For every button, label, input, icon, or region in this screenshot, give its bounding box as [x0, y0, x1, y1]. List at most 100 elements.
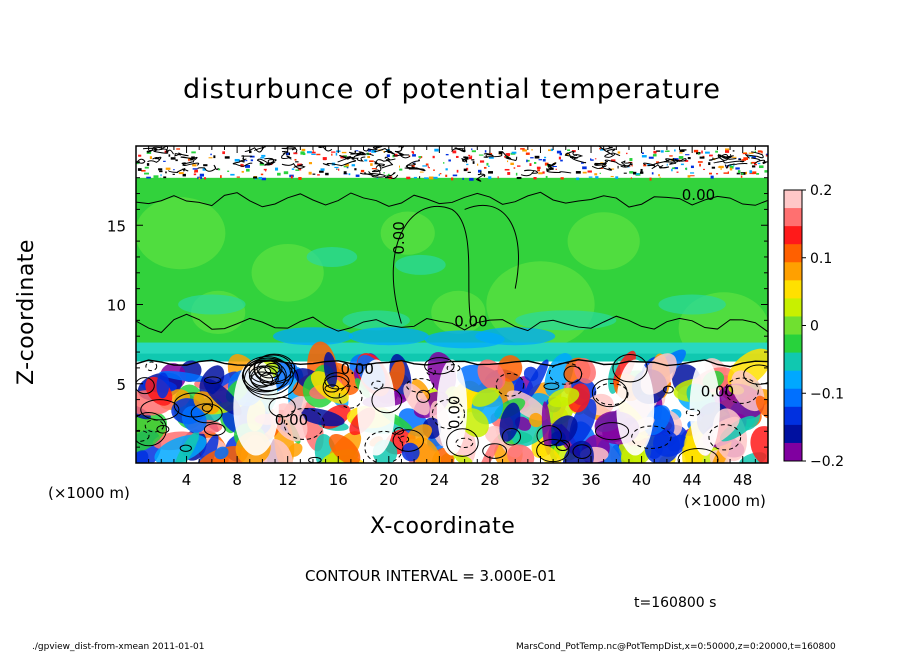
noise-speck: [547, 149, 553, 152]
x-tick-label: 24: [430, 471, 449, 489]
contour-line: [190, 403, 223, 424]
noise-speck: [678, 156, 684, 159]
contour-line: [501, 151, 518, 161]
noise-speck: [412, 152, 415, 154]
noise-speck: [680, 163, 684, 166]
noise-speck: [311, 153, 316, 155]
noise-speck: [245, 165, 250, 168]
noise-speck: [653, 150, 657, 154]
colorbar-swatch: [784, 280, 802, 299]
noise-speck: [240, 164, 244, 168]
noise-speck: [709, 154, 713, 157]
noise-speck: [709, 172, 712, 175]
noise-speck: [511, 151, 517, 154]
convective-blob: [412, 437, 442, 463]
contour-line: [594, 382, 629, 406]
contour-line: [536, 425, 562, 447]
noise-speck: [666, 163, 668, 166]
noise-speck: [283, 171, 289, 175]
noise-speck: [529, 163, 532, 166]
convective-blob: [477, 359, 506, 391]
convective-blob: [214, 446, 229, 460]
noise-speck: [149, 156, 152, 159]
noise-speck: [433, 169, 435, 171]
colorbar-swatch: [784, 316, 802, 335]
contour-line-zero: [136, 313, 768, 334]
colorbar-swatch: [784, 352, 802, 372]
noise-speck: [757, 162, 761, 165]
noise-speck: [376, 176, 378, 179]
noise-speck: [741, 172, 744, 175]
noise-speck: [468, 154, 471, 157]
convective-blob: [401, 442, 420, 462]
noise-speck: [452, 150, 457, 154]
contour-label: 0.00: [446, 396, 464, 429]
noise-speck: [660, 150, 664, 153]
noise-speck: [488, 176, 492, 180]
convective-blob: [548, 415, 578, 447]
contour-line: [546, 165, 572, 174]
noise-speck: [175, 159, 178, 162]
contour-line: [572, 444, 592, 459]
noise-speck: [165, 167, 171, 170]
contour-line: [662, 385, 674, 394]
noise-speck: [451, 177, 454, 181]
noise-speck: [590, 158, 592, 161]
noise-speck: [295, 169, 300, 171]
noise-speck: [672, 158, 675, 161]
contour-line: [475, 170, 486, 182]
noise-speck: [413, 176, 417, 179]
noise-speck: [696, 151, 701, 155]
noise-speck: [575, 171, 581, 174]
contour-line: [392, 429, 424, 452]
axis-ticks: [136, 146, 768, 463]
noise-speck: [718, 165, 724, 169]
cyan-patch: [342, 310, 410, 331]
noise-speck: [737, 170, 741, 174]
contour-line: [374, 147, 394, 155]
noise-speck: [290, 175, 293, 179]
noise-speck: [192, 168, 198, 170]
x-tick-label: 28: [480, 471, 499, 489]
contour-line: [594, 162, 607, 168]
noise-speck: [236, 176, 240, 178]
noise-speck: [582, 166, 587, 170]
noise-speck: [629, 171, 634, 174]
contour-line: [677, 447, 719, 463]
noise-speck: [419, 171, 424, 173]
noise-speck: [192, 164, 197, 167]
noise-speck: [383, 172, 385, 174]
contour-line: [446, 364, 461, 373]
noise-speck: [752, 156, 756, 159]
noise-speck: [761, 150, 763, 154]
cyan-patch: [306, 246, 358, 267]
noise-speck: [463, 168, 467, 172]
noise-speck: [486, 162, 489, 166]
noise-speck: [752, 171, 757, 175]
noise-speck: [165, 171, 167, 174]
contour-label: 0.00: [275, 411, 308, 429]
noise-speck: [421, 156, 423, 159]
noise-speck: [516, 176, 522, 179]
noise-speck: [715, 173, 719, 175]
noise-speck: [478, 154, 484, 156]
contour-line: [743, 364, 768, 385]
noise-speck: [399, 168, 403, 171]
contour-line: [548, 362, 583, 385]
convective-blob: [548, 387, 580, 408]
noise-speck: [681, 149, 687, 151]
noise-speck: [178, 172, 184, 175]
noise-speck: [735, 167, 740, 170]
noise-speck: [732, 150, 735, 152]
noise-speck: [545, 175, 548, 179]
noise-speck: [445, 174, 448, 177]
contour-line: [591, 163, 613, 171]
contour-line: [179, 444, 192, 452]
noise-speck: [723, 172, 729, 174]
noise-speck: [308, 162, 313, 165]
noise-speck: [751, 165, 756, 168]
noise-speck: [471, 155, 473, 158]
noise-speck: [615, 176, 619, 179]
noise-speck: [253, 176, 258, 179]
noise-speck: [766, 153, 768, 156]
